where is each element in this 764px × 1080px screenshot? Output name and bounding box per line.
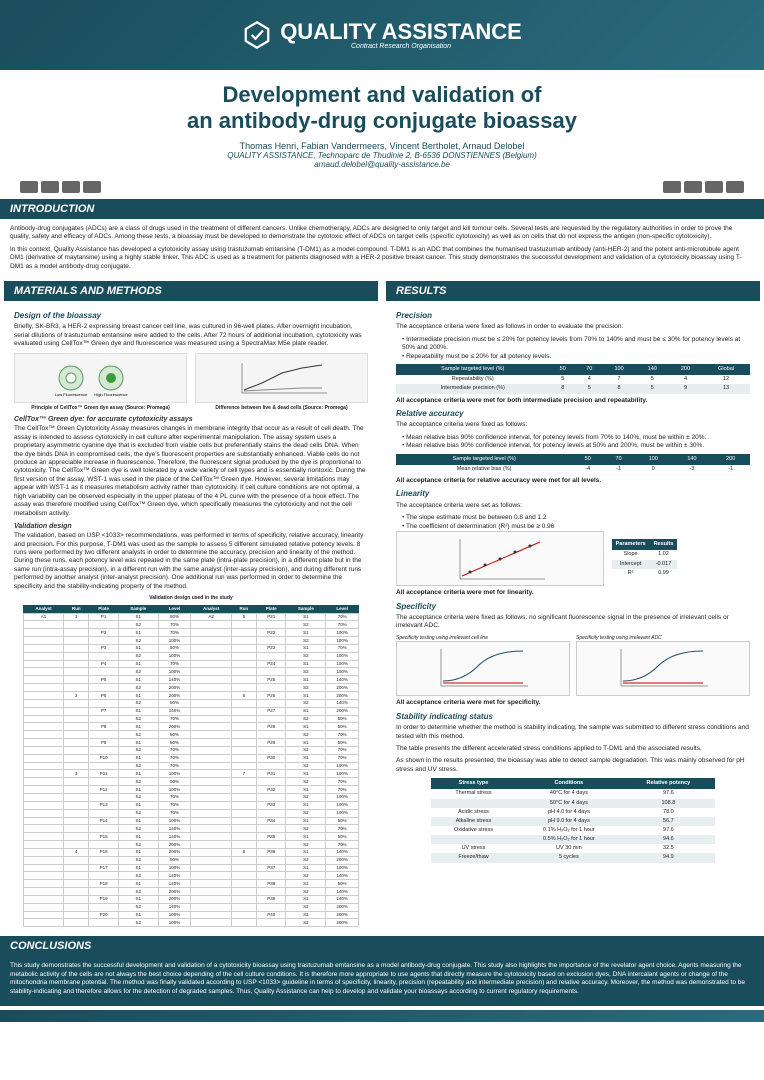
svg-text:Low Fluorescence: Low Fluorescence <box>54 392 87 397</box>
accuracy-heading: Relative accuracy <box>396 409 750 419</box>
specificity-chart-2 <box>576 641 750 696</box>
specificity-heading: Specificity <box>396 602 750 612</box>
intro-body: Antibody-drug conjugates (ADCs) are a cl… <box>0 219 764 281</box>
materials-header: MATERIALS AND METHODS <box>4 281 378 301</box>
linearity-params-table: ParametersResults Slope1.02Intercept-0.0… <box>612 539 678 578</box>
materials-column: MATERIALS AND METHODS Design of the bioa… <box>4 281 378 936</box>
badges-row <box>0 181 764 199</box>
celltox-heading: CellTox™ Green dye: for accurate cytotox… <box>14 415 368 424</box>
intro-header: INTRODUCTION <box>0 199 764 219</box>
linearity-heading: Linearity <box>396 489 750 499</box>
poster-header: QUALITY ASSISTANCE Contract Research Org… <box>0 0 764 70</box>
results-column: RESULTS Precision The acceptance criteri… <box>386 281 760 936</box>
live-dead-chart <box>195 353 368 403</box>
logo-tagline: Contract Research Organisation <box>280 43 522 50</box>
precision-table: Sample targeted level (%)5070100140200Gl… <box>396 364 750 393</box>
email: arnaud.delobel@quality-assistance.be <box>20 160 744 169</box>
accuracy-table: Sample targeted level (%)5070100140200 M… <box>396 454 750 474</box>
stability-heading: Stability indicating status <box>396 712 750 722</box>
logo-icon <box>242 20 272 50</box>
affiliation: QUALITY ASSISTANCE, Technoparc de Thudin… <box>20 151 744 160</box>
authors: Thomas Henri, Fabian Vandermeers, Vincen… <box>20 141 744 151</box>
specificity-chart-1 <box>396 641 570 696</box>
design-heading: Design of the bioassay <box>14 311 368 321</box>
poster-title: Development and validation of an antibod… <box>20 82 744 135</box>
logo-name: QUALITY ASSISTANCE <box>280 21 522 43</box>
linearity-chart <box>396 531 604 586</box>
svg-text:High Fluorescence: High Fluorescence <box>94 392 128 397</box>
conclusions-body: This study demonstrates the successful d… <box>0 956 764 1006</box>
diagram-row: Low Fluorescence High Fluorescence Princ… <box>14 353 368 412</box>
stress-table: Stress typeConditionsRelative potency Th… <box>431 778 714 862</box>
logo-block: QUALITY ASSISTANCE Contract Research Org… <box>20 20 744 50</box>
results-header: RESULTS <box>386 281 760 301</box>
precision-heading: Precision <box>396 311 750 321</box>
conclusions-header: CONCLUSIONS <box>0 936 764 956</box>
celltox-principle-diagram: Low Fluorescence High Fluorescence <box>14 353 187 403</box>
title-area: Development and validation of an antibod… <box>0 70 764 181</box>
validation-heading: Validation design <box>14 522 368 531</box>
two-column-layout: MATERIALS AND METHODS Design of the bioa… <box>0 281 764 936</box>
validation-design-table: AnalystRunPlateSampleLevelAnalystRunPlat… <box>23 605 359 928</box>
footer-bar <box>0 1010 764 1022</box>
